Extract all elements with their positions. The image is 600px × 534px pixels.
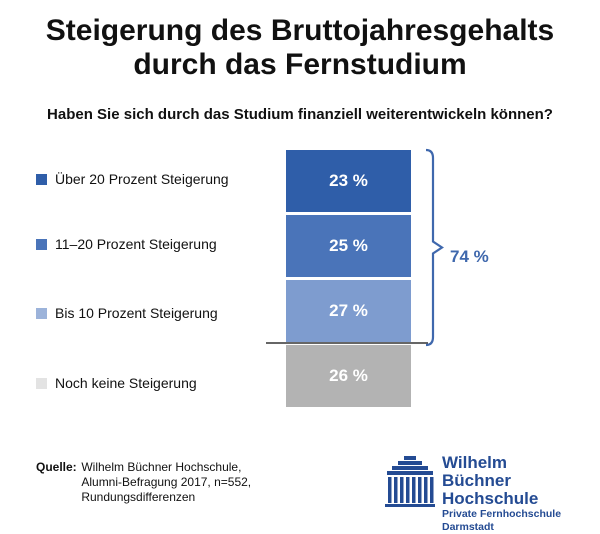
legend-swatch-up-to-10 — [36, 308, 47, 319]
legend-label-up-to-10: Bis 10 Prozent Steigerung — [55, 305, 218, 321]
legend-item-no-increase: Noch keine Steigerung — [36, 375, 197, 391]
chart-subtitle: Haben Sie sich durch das Studium finanzi… — [47, 106, 553, 123]
bracket-total-label: 74 % — [450, 247, 489, 266]
value-label-over-20: 23 % — [329, 171, 368, 190]
bar-segment-11-20 — [286, 215, 411, 277]
bar-segment-no-increase — [286, 345, 411, 407]
legend-item-over-20: Über 20 Prozent Steigerung — [36, 171, 229, 187]
chart-title-line-1: Steigerung des Bruttojahresgehalts — [45, 14, 555, 47]
logo-building-icon — [385, 456, 435, 507]
legend-item-up-to-10: Bis 10 Prozent Steigerung — [36, 305, 218, 321]
logo-name-line-2: Hochschule — [442, 489, 539, 508]
logo: Wilhelm Büchner Hochschule Private Fernh… — [384, 453, 574, 533]
source-line-1: Wilhelm Büchner Hochschule, — [81, 460, 242, 474]
chart-title: Steigerung des Bruttojahresgehalts durch… — [0, 14, 600, 82]
logo-subline: Private Fernhochschule Darmstadt — [442, 508, 562, 533]
bar-segment-up-to-10 — [286, 280, 411, 342]
source-label: Quelle: — [36, 460, 77, 474]
legend-label-11-20: 11–20 Prozent Steigerung — [55, 236, 217, 252]
source-line-2: Alumni-Befragung 2017, n=552, — [81, 475, 252, 489]
legend-swatch-over-20 — [36, 174, 47, 185]
logo-name-line-1: Wilhelm Büchner — [442, 453, 511, 490]
bracket — [425, 148, 444, 347]
stacked-bar-chart — [266, 148, 444, 407]
value-label-11-20: 25 % — [329, 236, 368, 255]
legend-swatch-no-increase — [36, 378, 47, 389]
source-line-3: Rundungsdifferenzen — [81, 490, 196, 504]
source-note: Quelle: Wilhelm Büchner Hochschule, Alum… — [36, 460, 251, 505]
legend-item-11-20: 11–20 Prozent Steigerung — [36, 236, 217, 252]
value-label-up-to-10: 27 % — [329, 301, 368, 320]
legend-label-no-increase: Noch keine Steigerung — [55, 375, 197, 391]
chart-title-line-2: durch das Fernstudium — [133, 48, 467, 81]
legend-label-over-20: Über 20 Prozent Steigerung — [55, 171, 229, 187]
bar-segment-over-20 — [286, 150, 411, 212]
legend-swatch-11-20 — [36, 239, 47, 250]
value-label-no-increase: 26 % — [329, 366, 368, 385]
